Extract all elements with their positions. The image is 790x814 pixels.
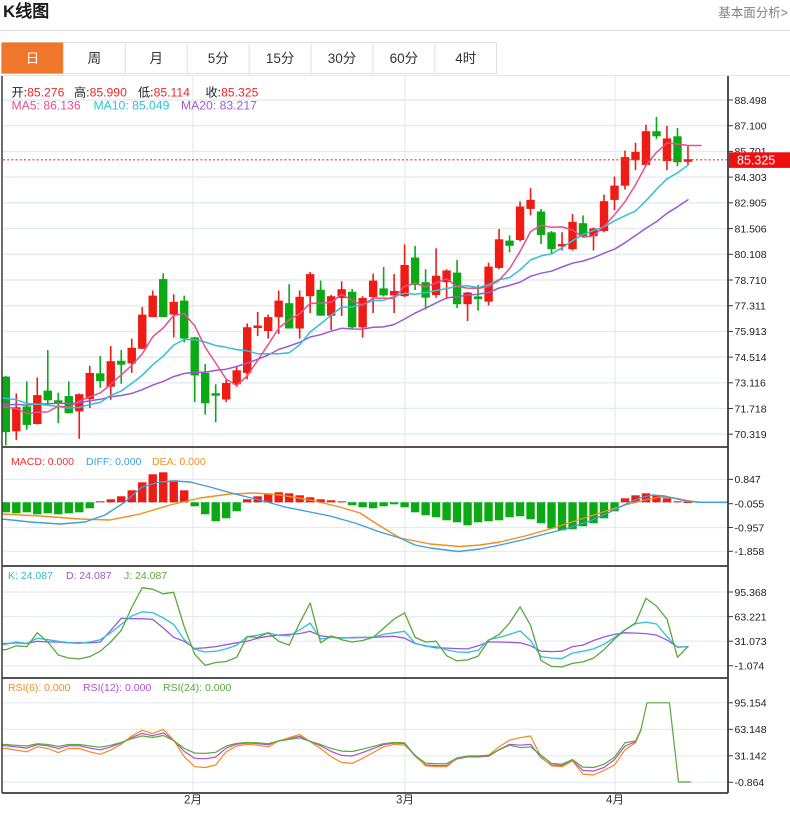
svg-text:J: 24.087: J: 24.087 (124, 570, 167, 582)
svg-text:-0.055: -0.055 (735, 499, 765, 511)
svg-text:MA20: 83.217: MA20: 83.217 (181, 99, 257, 113)
svg-text:2月: 2月 (184, 795, 202, 807)
svg-text:60分: 60分 (390, 51, 419, 66)
svg-text:K线图: K线图 (3, 1, 49, 21)
svg-text:K: 24.087: K: 24.087 (8, 570, 53, 582)
svg-text:基本面分析>: 基本面分析> (718, 6, 788, 20)
svg-text:MA10: 85.049: MA10: 85.049 (94, 99, 170, 113)
svg-text:80.108: 80.108 (735, 249, 767, 261)
svg-text:高:85.990: 高:85.990 (74, 85, 127, 100)
svg-text:77.311: 77.311 (735, 301, 766, 313)
svg-text:82.905: 82.905 (735, 198, 767, 210)
svg-text:73.116: 73.116 (735, 378, 766, 390)
svg-text:75.913: 75.913 (735, 326, 767, 338)
svg-text:-1.858: -1.858 (735, 546, 765, 558)
svg-text:31.142: 31.142 (735, 751, 767, 763)
svg-text:-0.864: -0.864 (735, 777, 765, 789)
svg-text:15分: 15分 (266, 51, 295, 66)
svg-text:低:85.114: 低:85.114 (138, 86, 190, 100)
svg-text:周: 周 (88, 51, 102, 66)
svg-text:收:85.325: 收:85.325 (206, 86, 259, 100)
svg-text:0.847: 0.847 (735, 474, 761, 486)
svg-text:30分: 30分 (328, 51, 357, 66)
svg-text:DIFF: 0.000: DIFF: 0.000 (86, 456, 142, 468)
svg-text:MACD: 0.000: MACD: 0.000 (11, 456, 74, 468)
svg-text:日: 日 (26, 51, 40, 66)
svg-text:5分: 5分 (208, 51, 229, 66)
svg-text:-1.074: -1.074 (735, 661, 765, 673)
svg-text:31.073: 31.073 (735, 636, 767, 648)
svg-text:开:85.276: 开:85.276 (12, 86, 65, 100)
svg-text:RSI(6): 0.000: RSI(6): 0.000 (8, 682, 71, 694)
svg-text:RSI(12): 0.000: RSI(12): 0.000 (83, 682, 151, 694)
svg-text:月: 月 (150, 51, 164, 66)
svg-text:84.303: 84.303 (735, 172, 767, 184)
svg-text:78.710: 78.710 (735, 275, 767, 287)
svg-text:D: 24.087: D: 24.087 (66, 570, 112, 582)
svg-text:-0.957: -0.957 (735, 522, 765, 534)
svg-text:63.221: 63.221 (735, 611, 767, 623)
svg-text:MA5: 86.136: MA5: 86.136 (12, 99, 81, 113)
svg-text:DEA: 0.000: DEA: 0.000 (152, 456, 206, 468)
svg-text:63.148: 63.148 (735, 724, 767, 736)
svg-text:70.319: 70.319 (735, 429, 767, 441)
svg-text:71.718: 71.718 (735, 403, 767, 415)
svg-text:4月: 4月 (606, 795, 624, 807)
svg-text:95.368: 95.368 (735, 587, 767, 599)
svg-text:3月: 3月 (396, 795, 414, 807)
svg-text:88.498: 88.498 (735, 95, 767, 107)
svg-text:74.514: 74.514 (735, 352, 767, 364)
svg-text:4时: 4时 (455, 51, 476, 66)
svg-text:RSI(24): 0.000: RSI(24): 0.000 (163, 682, 231, 694)
svg-text:95.154: 95.154 (735, 698, 767, 710)
svg-text:87.100: 87.100 (735, 121, 767, 133)
svg-text:85.325: 85.325 (737, 153, 775, 167)
svg-text:81.506: 81.506 (735, 223, 767, 235)
